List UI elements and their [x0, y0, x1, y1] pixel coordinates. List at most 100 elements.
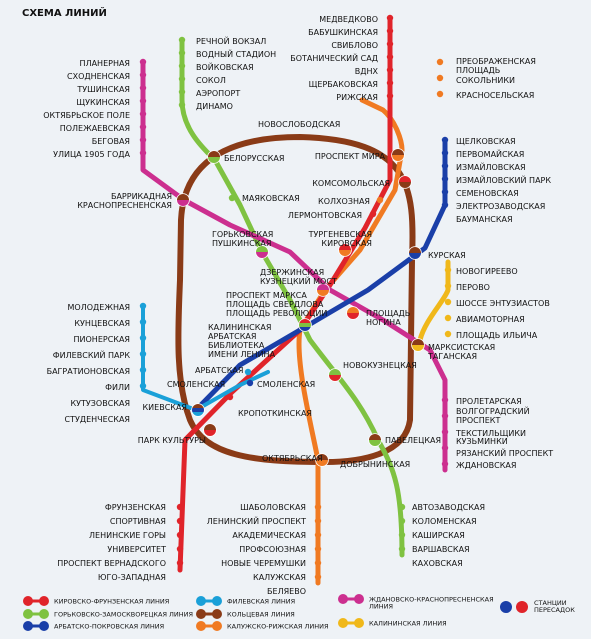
station-dot-filevskaya-0: [139, 302, 147, 310]
label-novokuznetskaya: НОВОКУЗНЕЦКАЯ: [343, 361, 417, 370]
label-sviblovo: СВИБЛОВО: [331, 41, 378, 50]
station-dot-zhdanovsko-s-1: [441, 412, 449, 420]
label-aviamotornaya: АВИАМОТОРНАЯ: [456, 315, 525, 324]
station-dot-kirovsko-5: [386, 79, 394, 87]
station-dot-kirovsko-3: [386, 53, 394, 61]
xfer-paveletskaya: [368, 433, 382, 447]
label-polezhaevskaya: ПОЛЕЖАЕВСКАЯ: [60, 124, 130, 133]
station-dot-arbatsko-0: [441, 136, 449, 144]
label-shosse: ШОССЕ ЭНТУЗИАСТОВ: [456, 299, 550, 308]
label-sokol: СОКОЛ: [196, 76, 226, 85]
xfer-pushkinskaya: [255, 245, 269, 259]
station-dot-filevskaya-1: [139, 318, 147, 326]
label-fili: ФИЛИ: [105, 383, 130, 392]
label-prospekt-mira: ПРОСПЕКТ МИРА: [315, 152, 386, 161]
label-skhodnenskaya: СХОДНЕНСКАЯ: [67, 72, 130, 81]
label-lermontovskaya: ЛЕРМОНТОВСКАЯ: [288, 211, 362, 220]
label-elektrozavodskaya: ЭЛЕКТРОЗАВОДСКАЯ: [456, 202, 545, 211]
station-dot-kaluzhsko-n-1: [436, 74, 444, 82]
station-dot-zhdanovsko-s-0: [441, 396, 449, 404]
xfer-novokuznetskaya: [328, 368, 342, 382]
station-dot-kaluzhsko-s-2: [314, 531, 322, 539]
station-dot-gorkovsko-4: [178, 88, 186, 96]
label-yugo-zapadnaya: ЮГО-ЗАПАДНАЯ: [98, 573, 166, 582]
station-dot-arbatsko-5: [441, 201, 449, 209]
label-pionerskaya: ПИОНЕРСКАЯ: [74, 335, 131, 344]
kalininskaya-line: [417, 259, 451, 343]
xfer-prospekt-mira: [391, 148, 405, 162]
legend-transfer-label: СТАНЦИИ ПЕРЕСАДОК: [534, 599, 575, 614]
label-kuntsevskaya: КУНЦЕВСКАЯ: [74, 319, 130, 328]
station-dot-zhdanovsko-s-2: [441, 428, 449, 436]
label-belorusskaya: БЕЛОРУССКАЯ: [224, 154, 284, 163]
label-tushinskaya: ТУШИНСКАЯ: [76, 85, 130, 94]
label-shcherbakovskaya: ЩЕРБАКОВСКАЯ: [309, 80, 378, 89]
station-dot-gorkovsko-s-3: [398, 545, 406, 553]
kaluzhsko-line: [296, 97, 405, 586]
label-baumanskaya: БАУМАНСКАЯ: [456, 215, 513, 224]
station-dot-kirovsko-1: [386, 27, 394, 35]
station-dot-zhdanovsko-s-4: [441, 460, 449, 468]
station-dot-kalininskaya-4: [444, 330, 452, 338]
station-dot-kolkhoznaya: [376, 196, 384, 204]
label-mayakovskaya: МАЯКОВСКАЯ: [242, 194, 300, 203]
label-kievskaya: КИЕВСКАЯ: [142, 403, 187, 412]
label-preobrazhenskaya: ПРЕОБРАЖЕНСКАЯ ПЛОЩАДЬ: [456, 57, 536, 75]
station-markers: [139, 14, 452, 581]
xfer-kuznetsky: [316, 283, 330, 297]
label-kaluzhskaya: КАЛУЖСКАЯ: [253, 573, 306, 582]
label-dzerzhinskaya: ДЗЕРЖИНСКАЯ КУЗНЕЦКИЙ МОСТ: [260, 268, 337, 286]
station-dot-kirovsko-s-0: [176, 503, 184, 511]
label-smolenskaya-a: СМОЛЕНСКАЯ: [257, 380, 315, 389]
label-frunzenskaya: ФРУНЗЕНСКАЯ: [105, 503, 166, 512]
station-dot-zhdanovsko-3: [139, 97, 147, 105]
station-dot-kropotkinskaya: [226, 393, 234, 401]
xfer-kurskaya: [408, 246, 422, 260]
legend: КИРОВСКО-ФРУНЗЕНСКАЯ ЛИНИЯ ГОРЬКОВСКО-ЗАМ…: [23, 594, 575, 631]
label-marksistskaya: МАРКСИСТСКАЯ ТАГАНСКАЯ: [427, 343, 495, 361]
label-sokolniki: СОКОЛЬНИКИ: [456, 76, 515, 85]
label-izmaylovskaya: ИЗМАЙЛОВСКАЯ: [456, 161, 526, 172]
station-dot-kalininskaya-0: [444, 266, 452, 274]
xfer-nogina: [346, 306, 360, 320]
station-dot-zhdanovsko-7: [139, 149, 147, 157]
label-varshavskaya: ВАРШАВСКАЯ: [412, 545, 470, 554]
legend-kirovsko: КИРОВСКО-ФРУНЗЕНСКАЯ ЛИНИЯ: [54, 598, 169, 606]
label-kurskaya: КУРСКАЯ: [428, 251, 466, 260]
label-komsomolskaya: КОМСОМОЛЬСКАЯ: [312, 179, 390, 188]
label-zhdanovskaya: ЖДАНОВСКАЯ: [456, 461, 516, 470]
label-dobryninskaya: ДОБРЫНИНСКАЯ: [340, 460, 410, 469]
station-dot-kirovsko-6: [386, 92, 394, 100]
label-novye-cheremushki: НОВЫЕ ЧЕРЕМУШКИ: [221, 559, 306, 568]
label-studencheskaya: СТУДЕНЧЕСКАЯ: [64, 415, 130, 424]
xfer-belorusskaya: [207, 150, 221, 164]
label-arbatskaya: АРБАТСКАЯ: [195, 366, 243, 375]
label-volgogradsky: ВОЛГОГРАДСКИЙ ПРОСПЕКТ: [456, 405, 530, 425]
station-dot-gorkovsko-0: [178, 36, 186, 44]
label-aeroport: АЭРОПОРТ: [196, 89, 240, 98]
label-pervomayskaya: ПЕРВОМАЙСКАЯ: [456, 148, 524, 159]
label-novogireevo: НОВОГИРЕЕВО: [456, 267, 518, 276]
station-dot-kaluzhsko-n-0: [436, 58, 444, 66]
station-dot-arbatsko-4: [441, 188, 449, 196]
label-proletarskaya: ПРОЛЕТАРСКАЯ: [456, 397, 522, 406]
legend-zhdanovsko: ЖДАНОВСКО-КРАСНОПРЕСНЕНСКАЯ ЛИНИЯ: [369, 596, 494, 611]
station-dot-kaluzhsko-s-1: [314, 517, 322, 525]
station-dot-lermontovskaya: [369, 210, 377, 218]
label-kolomenskaya: КОЛОМЕНСКАЯ: [412, 517, 477, 526]
label-planernaya: ПЛАНЕРНАЯ: [80, 59, 130, 68]
label-medvedkovo: МЕДВЕДКОВО: [319, 15, 378, 24]
label-paveletskaya: ПАВЕЛЕЦКАЯ: [385, 436, 441, 445]
xfer-park-kultury: [203, 423, 217, 437]
label-botanichesky: БОТАНИЧЕСКИЙ САД: [290, 52, 378, 63]
legend-kaluzhsko: КАЛУЖСКО-РИЖСКАЯ ЛИНИЯ: [227, 623, 329, 631]
station-dot-zhdanovsko-5: [139, 123, 147, 131]
label-smolenskaya-f: СМОЛЕНСКАЯ: [167, 380, 225, 389]
label-gorkovskaya: ГОРЬКОВСКАЯ ПУШКИНСКАЯ: [212, 230, 273, 248]
xfer-oktyabrskaya: [315, 453, 329, 467]
xfer-turgenevskaya: [338, 243, 352, 257]
label-molodezhnaya: МОЛОДЕЖНАЯ: [68, 303, 130, 312]
station-dot-filevskaya-2: [139, 334, 147, 342]
